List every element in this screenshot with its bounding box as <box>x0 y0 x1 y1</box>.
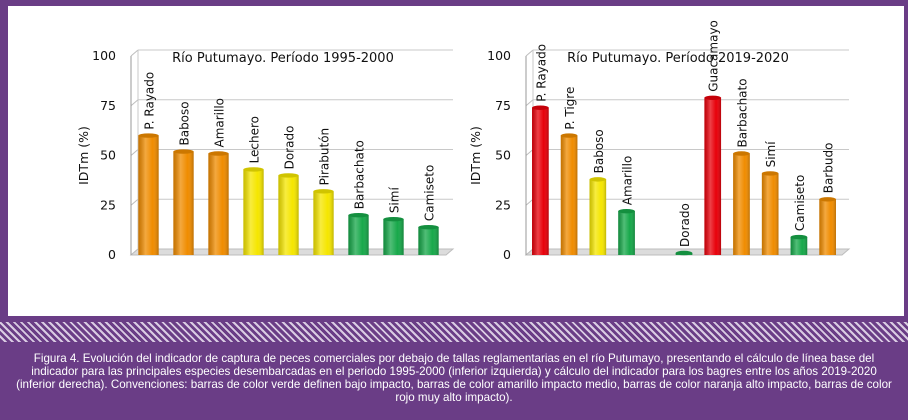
bar-shading <box>208 153 229 255</box>
bar-cap <box>383 216 404 222</box>
bar-cap <box>313 189 334 194</box>
category-label: Baboso <box>178 101 192 145</box>
y-tick-label: 100 <box>92 48 116 63</box>
category-label: Simí <box>764 141 778 168</box>
grid-depth-line <box>525 149 534 156</box>
y-axis-label: IDTm (%) <box>76 126 91 185</box>
bar-cap <box>138 133 159 138</box>
y-tick-label: 50 <box>100 148 116 163</box>
y-tick-label: 75 <box>495 98 511 113</box>
bar-shading <box>173 151 194 255</box>
bar-shading <box>560 135 578 255</box>
category-label: P. Rayado <box>534 44 548 102</box>
chart-2: 0 25 50 75 100 Río Putumayo. Período 2019-202… <box>468 20 851 262</box>
chart-1: 0 25 50 75 100 Río Putumayo. Período 1995-200… <box>76 48 455 262</box>
bar-shading <box>532 107 549 256</box>
grid-depth-line <box>130 49 139 57</box>
y-tick-label: 100 <box>487 48 511 63</box>
chart-title: Río Putumayo. Período 1995-2000 <box>172 51 394 66</box>
bar-cap <box>560 133 578 138</box>
charts-panel: 0 25 50 75 100 Río Putumayo. Período 1995-200… <box>8 6 904 316</box>
bar-shading <box>348 215 369 255</box>
category-label: P. Rayado <box>143 72 157 130</box>
bar-shading <box>761 173 779 255</box>
category-label: Amarillo <box>213 98 227 148</box>
bar-shading <box>418 227 439 255</box>
category-label: Dorado <box>678 203 692 247</box>
grid-depth-line <box>130 149 139 156</box>
category-label: Lechero <box>248 116 262 163</box>
bar-shading <box>589 179 607 255</box>
y-tick-label: 50 <box>495 148 511 163</box>
bar-shading <box>383 219 404 255</box>
category-label: Simí <box>388 187 402 214</box>
category-label: Guacamayo <box>707 20 721 92</box>
category-label: Camiseto <box>423 165 437 221</box>
bar-cap <box>208 151 229 156</box>
bar-shading <box>618 211 635 255</box>
chart-title: Río Putumayo. Período 2019-2020 <box>567 51 789 66</box>
bar-cap <box>348 213 369 218</box>
y-tick-label: 25 <box>100 197 116 212</box>
bar-shading <box>278 175 299 255</box>
bar-cap <box>761 171 779 176</box>
bar-cap <box>618 209 635 214</box>
grid-depth-line <box>525 49 534 57</box>
charts-canvas: 0 25 50 75 100 Río Putumayo. Período 1995-200… <box>76 20 851 262</box>
bar-shading <box>313 191 334 255</box>
bar-shading <box>790 237 808 255</box>
grid-depth-line <box>130 99 139 107</box>
figure-frame: 0 25 50 75 100 Río Putumayo. Período 1995-200… <box>4 0 904 322</box>
pattern-band <box>0 322 908 342</box>
y-tick-label: 0 <box>108 247 116 262</box>
category-label: Dorado <box>283 126 297 170</box>
bar-cap <box>790 234 808 240</box>
bar-cap <box>278 173 299 178</box>
category-label: Pirabutón <box>318 128 332 185</box>
category-label: Camiseto <box>793 175 807 231</box>
bar-shading <box>733 153 750 255</box>
grid-depth-line <box>525 99 534 107</box>
y-axis-label: IDTm (%) <box>468 126 483 185</box>
figure-caption: Figura 4. Evolución del indicador de cap… <box>16 352 892 404</box>
category-label: Amarillo <box>621 156 635 206</box>
grid-depth-line <box>130 198 139 206</box>
bar-cap <box>243 167 264 172</box>
bar-shading <box>704 97 722 255</box>
category-label: Barbachato <box>735 78 749 147</box>
bar-shading <box>819 199 836 255</box>
bar-cap <box>675 250 693 256</box>
category-label: P. Tigre <box>563 87 577 130</box>
category-label: Baboso <box>592 129 606 173</box>
bar-cap <box>418 224 439 230</box>
category-label: Barbachato <box>353 140 367 209</box>
bar-shading <box>243 169 264 255</box>
bar-cap <box>173 149 194 154</box>
bar-cap <box>704 95 722 100</box>
y-tick-label: 75 <box>100 98 116 113</box>
y-tick-label: 0 <box>503 247 511 262</box>
bar-shading <box>138 135 159 255</box>
y-tick-label: 25 <box>495 197 511 212</box>
category-label: Barbudo <box>822 143 836 194</box>
bar-cap <box>532 105 549 110</box>
bar-cap <box>819 197 836 202</box>
bar-cap <box>733 151 750 156</box>
grid-depth-line <box>525 198 534 206</box>
bar-cap <box>589 177 607 182</box>
